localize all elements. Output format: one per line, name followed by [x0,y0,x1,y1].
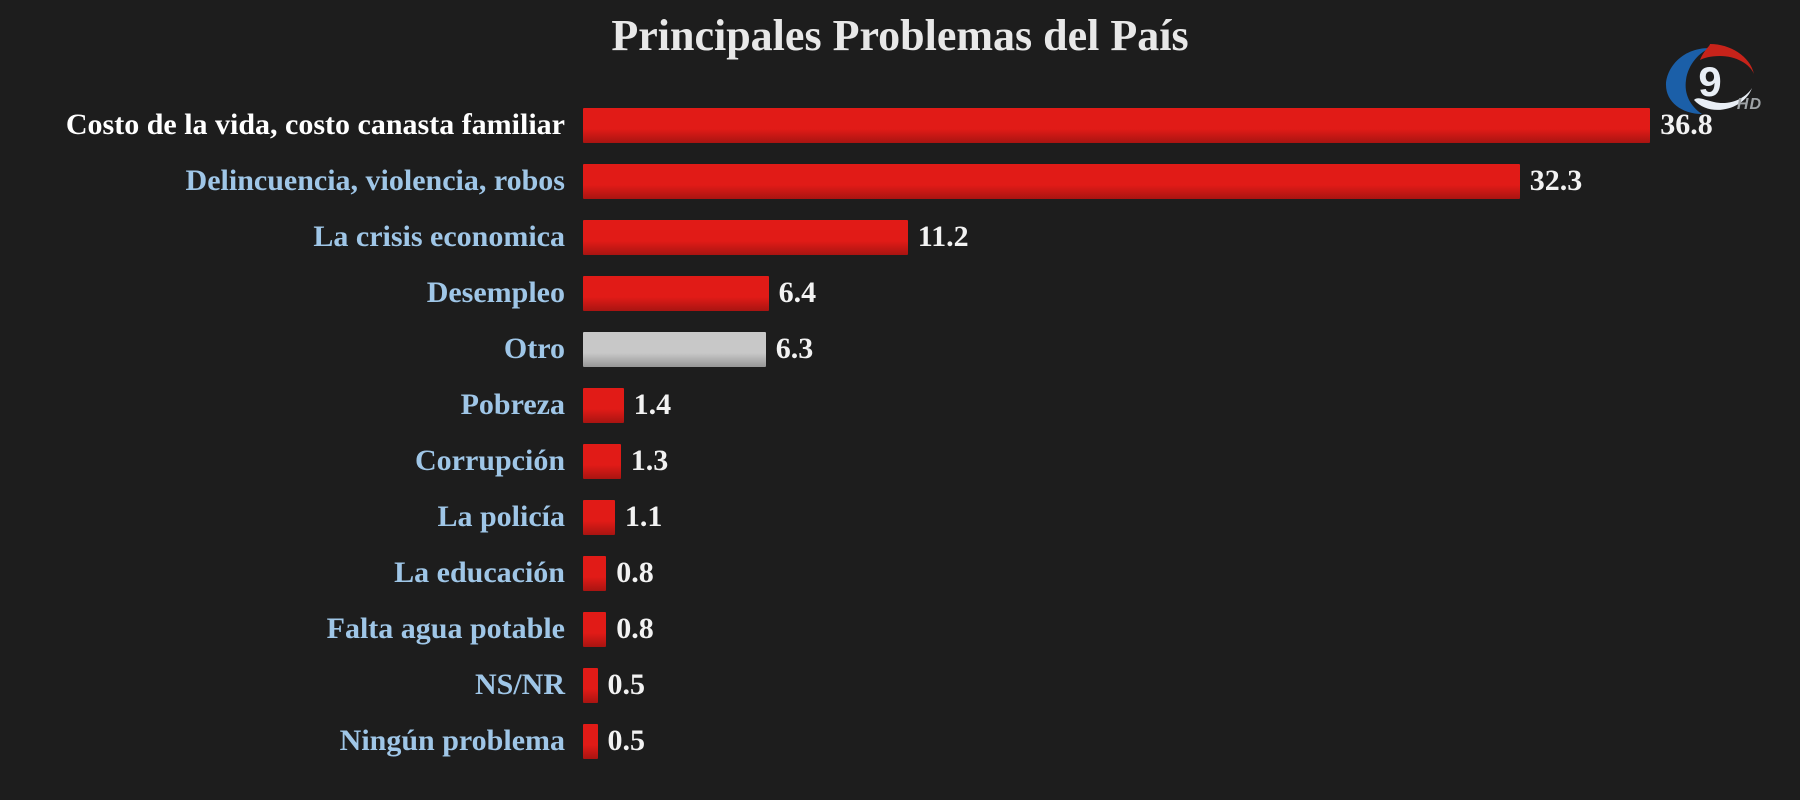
chart-row: NS/NR 0.5 [0,660,1800,710]
category-label: NS/NR [0,668,583,702]
bar-area: 1.3 [583,436,1800,486]
bar-area: 1.4 [583,380,1800,430]
chart-row: Otro 6.3 [0,324,1800,374]
chart-row: Costo de la vida, costo canasta familiar… [0,100,1800,150]
bar-value: 0.8 [616,556,654,590]
chart-row: Pobreza 1.4 [0,380,1800,430]
bar [583,332,766,367]
category-label: Desempleo [0,276,583,310]
chart-row: La crisis economica 11.2 [0,212,1800,262]
bar [583,108,1650,143]
chart-row: Corrupción 1.3 [0,436,1800,486]
bar [583,724,598,759]
bar [583,220,908,255]
chart-row: Falta agua potable 0.8 [0,604,1800,654]
bar-value: 0.5 [608,724,646,758]
bar-value: 6.4 [779,276,817,310]
svg-text:9: 9 [1698,58,1721,105]
category-label: Pobreza [0,388,583,422]
bar [583,556,606,591]
category-label: La educación [0,556,583,590]
bar-value: 0.5 [608,668,646,702]
chart-row: Delincuencia, violencia, robos 32.3 [0,156,1800,206]
bar-area: 36.8 [583,100,1800,150]
bar [583,388,624,423]
category-label: Delincuencia, violencia, robos [0,164,583,198]
chart-row: La policía 1.1 [0,492,1800,542]
category-label: La policía [0,500,583,534]
bar-area: 0.8 [583,604,1800,654]
bar-value: 1.1 [625,500,663,534]
hd-label: HD [1737,96,1762,114]
bar-value: 32.3 [1530,164,1583,198]
bar-area: 0.5 [583,660,1800,710]
bar-area: 0.8 [583,548,1800,598]
bar-area: 0.5 [583,716,1800,766]
category-label: Ningún problema [0,724,583,758]
bar [583,500,615,535]
bar [583,612,606,647]
category-label: Costo de la vida, costo canasta familiar [0,108,583,142]
bar-value: 6.3 [776,332,814,366]
bar-area: 6.3 [583,324,1800,374]
bar-value: 1.3 [631,444,669,478]
bar-area: 32.3 [583,156,1800,206]
bar [583,444,621,479]
bar [583,164,1520,199]
chart-row: Ningún problema 0.5 [0,716,1800,766]
bar-value: 0.8 [616,612,654,646]
bar-value: 1.4 [634,388,672,422]
category-label: Falta agua potable [0,612,583,646]
chart-row: Desempleo 6.4 [0,268,1800,318]
bar-area: 1.1 [583,492,1800,542]
chart-title: Principales Problemas del País [0,10,1800,61]
category-label: Corrupción [0,444,583,478]
chart-row: La educación 0.8 [0,548,1800,598]
bar [583,276,769,311]
category-label: Otro [0,332,583,366]
bar-chart: Costo de la vida, costo canasta familiar… [0,100,1800,772]
channel-logo: 9 HD [1660,40,1760,120]
category-label: La crisis economica [0,220,583,254]
bar-area: 6.4 [583,268,1800,318]
bar-area: 11.2 [583,212,1800,262]
bar [583,668,598,703]
bar-value: 11.2 [918,220,969,254]
